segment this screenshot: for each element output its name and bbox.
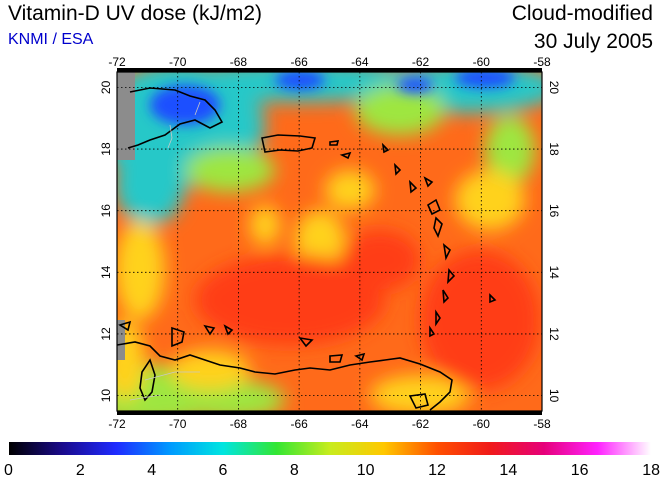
colorbar-ticks: 0 2 4 6 8 10 12 14 16 18 <box>4 462 660 479</box>
field-cloud-cores <box>150 72 515 125</box>
lon-tick-label: -72 <box>108 55 126 69</box>
uv-field <box>117 72 542 411</box>
lon-tick-label: -60 <box>473 417 491 431</box>
lat-tick-label: 12 <box>99 327 113 341</box>
map-frame-bottom-bar <box>117 411 542 415</box>
colorbar-tick-label: 0 <box>4 462 13 479</box>
lon-tick-label: -70 <box>169 55 187 69</box>
coastlines <box>117 87 497 411</box>
lat-tick-label: 14 <box>547 266 561 280</box>
colorbar-tick-label: 4 <box>147 462 156 479</box>
lon-tick-label: -64 <box>351 55 369 69</box>
lat-tick-label: 18 <box>99 142 113 156</box>
country-borders <box>129 101 201 401</box>
lon-tick-label: -58 <box>533 55 551 69</box>
lon-tick-label: -66 <box>290 417 308 431</box>
colorbar-tick-label: 8 <box>290 462 299 479</box>
lon-tick-label: -68 <box>230 417 248 431</box>
no-data-region <box>117 72 135 160</box>
product-label: Cloud-modified <box>511 2 653 25</box>
lat-tick-label: 16 <box>547 204 561 218</box>
colorbar-tick-label: 14 <box>499 462 517 479</box>
map-title: Vitamin-D UV dose (kJ/m2) <box>8 2 263 25</box>
lat-tick-label: 20 <box>547 81 561 95</box>
lon-tick-label: -62 <box>412 55 430 69</box>
lat-tick-label: 10 <box>547 389 561 403</box>
colorbar-tick-label: 12 <box>428 462 446 479</box>
lat-tick-label: 18 <box>547 142 561 156</box>
lon-tick-label: -70 <box>169 417 187 431</box>
lat-tick-label: 20 <box>99 80 113 94</box>
map-frame-top-bar <box>117 68 542 72</box>
lon-tick-label: -58 <box>533 417 551 431</box>
lat-tick-label: 16 <box>99 204 113 218</box>
lat-tick-label: 14 <box>99 265 113 279</box>
lon-tick-label: -66 <box>290 55 308 69</box>
lat-ticks-left: 20 18 16 14 12 10 <box>99 80 113 402</box>
lat-tick-label: 12 <box>547 327 561 341</box>
colorbar-tick-label: 10 <box>357 462 375 479</box>
lon-ticks-top: -72 -70 -68 -66 -64 -62 -60 -58 <box>108 55 551 69</box>
lon-ticks-bottom: -72 -70 -68 -66 -64 -62 -60 -58 <box>108 417 551 431</box>
date-label: 30 July 2005 <box>533 30 653 53</box>
graticule <box>117 72 542 411</box>
source-label: KNMI / ESA <box>8 31 94 48</box>
colorbar-tick-label: 2 <box>76 462 85 479</box>
lat-ticks-right: 20 18 16 14 12 10 <box>547 81 561 403</box>
colorbar <box>9 442 651 455</box>
colorbar-tick-label: 6 <box>219 462 228 479</box>
no-data-region <box>117 320 125 360</box>
lon-tick-label: -62 <box>412 417 430 431</box>
lon-tick-label: -72 <box>108 417 126 431</box>
lon-tick-label: -68 <box>230 55 248 69</box>
colorbar-tick-label: 18 <box>642 462 660 479</box>
colorbar-tick-label: 16 <box>571 462 589 479</box>
lon-tick-label: -60 <box>473 55 491 69</box>
lon-tick-label: -64 <box>351 417 369 431</box>
lat-tick-label: 10 <box>99 389 113 403</box>
